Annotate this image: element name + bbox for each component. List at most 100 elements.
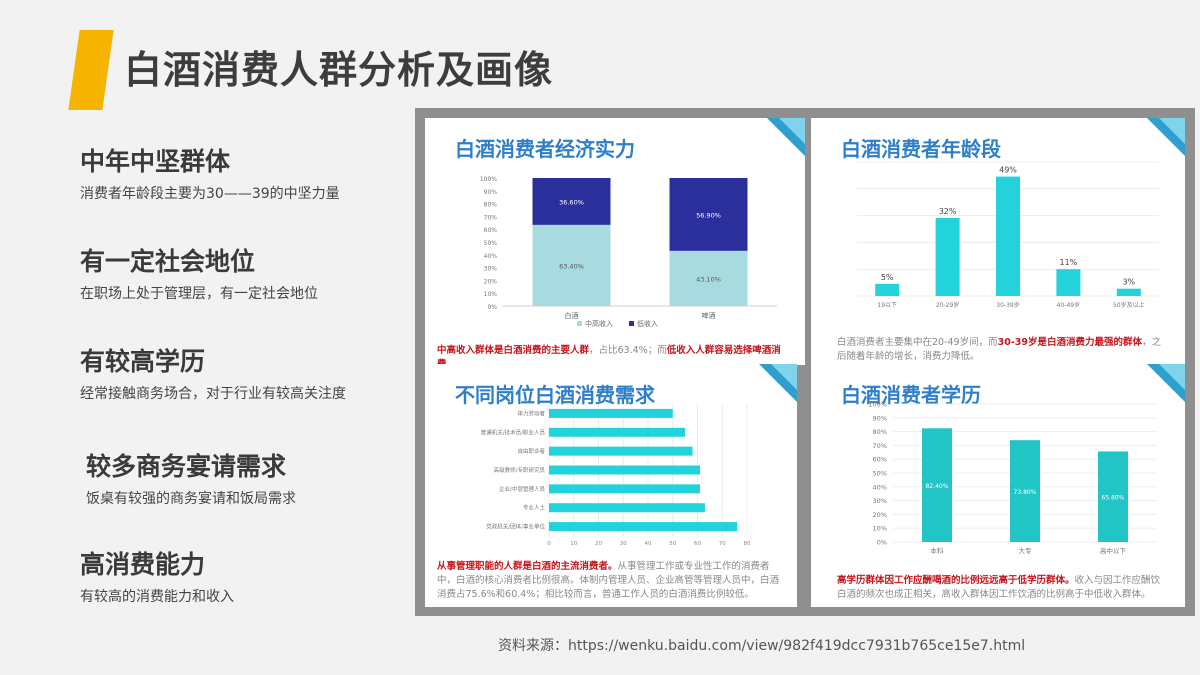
education-footnote: 高学历群体因工作应酬喝酒的比例远远高于低学历群体。收入与因工作应酬饮白酒的频次也… [837,574,1167,602]
age-bar-chart: 5% 19以下 32% 20-29岁 49% 30-39岁 11% 40-49岁 3% 50岁及以… [857,161,1159,309]
y-tick-label: 100% [480,176,497,183]
x-tick-label: 大专 [1019,546,1033,555]
bar-value-label: 65.60% [1102,495,1125,502]
footnote-highlight: 中高收入群体是白酒消费的主要人群 [437,345,590,356]
y-tick-label: 50% [873,470,887,478]
y-tick-label: 70% [873,442,887,450]
title-accent-bar [68,30,114,110]
panel-income: 白酒消费者经济实力 0% 10% 20% 30% 40% 50% 60% 70% 80% 90% 1… [425,118,805,365]
footnote-text: ，占比63.4%；而 [589,345,667,356]
bar-value-label: 11% [1060,258,1078,267]
y-tick-label: 20% [484,278,498,285]
feature-item-4: 较多商务宴请需求 饭桌有较强的商务宴请和饭局需求 [86,450,296,508]
bar [549,427,686,437]
y-tick-label: 专业人士 [523,504,546,512]
chart-collage: 白酒消费者经济实力 0% 10% 20% 30% 40% 50% 60% 70% 80% 90% 1… [415,108,1195,616]
bar [1116,288,1141,296]
bar-value-label: 5% [881,273,894,282]
footnote-highlight: 低收入人群容易选择啤酒消费。 [437,345,781,365]
x-tick-label: 80 [744,541,751,547]
bar [875,283,900,296]
y-tick-label: 0% [877,539,887,547]
y-tick-label: 党政机关/团体/事业单位 [486,523,545,531]
position-hbar-chart: 0 10 20 30 40 50 60 70 80 党政机关/团体/事业单位 专业人士 企业/中层管理… [481,404,751,547]
bar [1098,451,1128,542]
feature-title: 有一定社会地位 [80,247,256,276]
y-tick-label: 自由职业者 [517,447,545,455]
x-tick-label: 30-39岁 [996,301,1019,309]
x-tick-label: 白酒 [565,311,579,320]
bar-value-label: 36.60% [559,198,584,206]
y-tick-label: 体力劳动者 [517,409,545,417]
education-bar-chart: 0% 10% 20% 30% 40% 50% 60% 70% 80% 90% 100% 82.40% 本… [868,401,1157,555]
bar [922,428,952,542]
age-footnote: 白酒消费者主要集中在20-49岁间，而30-39岁是白酒消费力最强的群体，之后随… [837,336,1167,364]
bar-value-label: 56.90% [696,211,721,219]
legend-label: 低收入 [637,319,658,328]
feature-desc: 饭桌有较强的商务宴请和饭局需求 [86,491,296,507]
footnote-highlight: 从事管理职能的人群是白酒的主流消费者。 [437,561,618,572]
y-tick-label: 50% [484,240,498,247]
panel-title: 白酒消费者学历 [841,383,981,407]
x-tick-label: 70 [719,541,726,547]
y-tick-label: 40% [484,253,498,260]
income-footnote: 中高收入群体是白酒消费的主要人群，占比63.4%；而低收入人群容易选择啤酒消费。 [437,344,797,365]
feature-item-2: 有一定社会地位 在职场上处于管理层，有一定社会地位 [80,245,318,303]
panel-title: 不同岗位白酒消费需求 [455,383,655,407]
panel-title: 白酒消费者经济实力 [455,137,635,161]
footnote-text: 从事管理工作或专业性工作的消费者中，白酒的核心消费者比例很高。体制内管理人员、企… [437,561,780,600]
bar [935,218,960,296]
footnote-text: 白酒消费者主要集中在20-49岁间，而 [837,337,998,348]
x-tick-label: 20 [595,541,602,547]
bar-value-label: 43.10% [696,275,721,283]
bar [549,446,693,456]
bar-value-label: 63.40% [559,262,584,270]
feature-desc: 在职场上处于管理层，有一定社会地位 [80,286,318,302]
y-tick-label: 高级教师/专职研究员 [494,466,546,474]
y-tick-label: 10% [873,525,887,533]
x-tick-label: 高中以下 [1100,546,1127,555]
corner-triangle-icon [759,364,797,402]
y-tick-label: 90% [873,414,887,422]
panel-age: 白酒消费者年龄段 5% 19以下 32% 20-29岁 49% 30-39岁 11% 40-4… [811,118,1185,365]
y-tick-label: 90% [484,189,498,196]
bar [996,176,1020,296]
bar-value-label: 3% [1122,278,1135,287]
income-stacked-bar-chart: 0% 10% 20% 30% 40% 50% 60% 70% 80% 90% 100% 63.40% 3… [480,176,777,328]
feature-desc: 经常接触商务场合，对于行业有较高关注度 [80,386,346,402]
source-citation: 资料来源：https://wenku.baidu.com/view/982f41… [498,638,1026,654]
corner-triangle-icon [1147,364,1185,402]
footnote-highlight: 高学历群体因工作应酬喝酒的比例远远高于低学历群体。 [837,575,1075,586]
x-tick-label: 40-49岁 [1057,301,1080,309]
bar-value-label: 82.40% [926,483,949,490]
feature-desc: 有较高的消费能力和收入 [80,589,234,605]
x-tick-label: 50 [669,541,676,547]
feature-title: 高消费能力 [80,550,206,579]
feature-title: 较多商务宴请需求 [86,452,287,481]
stacked-bar-segment [532,224,611,306]
feature-desc: 消费者年龄段主要为30——39的中坚力量 [80,186,340,202]
feature-item-1: 中年中坚群体 消费者年龄段主要为30——39的中坚力量 [80,145,340,203]
x-tick-label: 本科 [931,546,945,555]
y-tick-label: 30% [484,266,498,273]
y-tick-label: 60% [873,456,887,464]
feature-item-5: 高消费能力 有较高的消费能力和收入 [80,548,234,606]
y-tick-label: 60% [484,227,498,234]
y-tick-label: 10% [484,291,498,298]
x-tick-label: 40 [645,541,652,547]
panel-education: 白酒消费者学历 0% 10% 20% 30% 40% 50% 60% 70% 80% 90% 100… [811,364,1185,607]
bar-value-label: 49% [999,166,1017,175]
bar [549,465,700,475]
stacked-bar-segment [669,178,748,251]
feature-title: 中年中坚群体 [80,147,231,176]
bar [549,503,705,513]
feature-title: 有较高学历 [80,347,206,376]
position-footnote: 从事管理职能的人群是白酒的主流消费者。从事管理工作或专业性工作的消费者中，白酒的… [437,560,787,602]
footnote-highlight: 30-39岁是白酒消费力最强的群体 [997,337,1142,348]
y-tick-label: 0% [487,304,497,311]
x-tick-label: 10 [570,541,577,547]
y-tick-label: 40% [873,483,887,491]
feature-item-3: 有较高学历 经常接触商务场合，对于行业有较高关注度 [80,345,346,403]
panel-title: 白酒消费者年龄段 [841,137,1001,161]
x-tick-label: 60 [694,541,701,547]
